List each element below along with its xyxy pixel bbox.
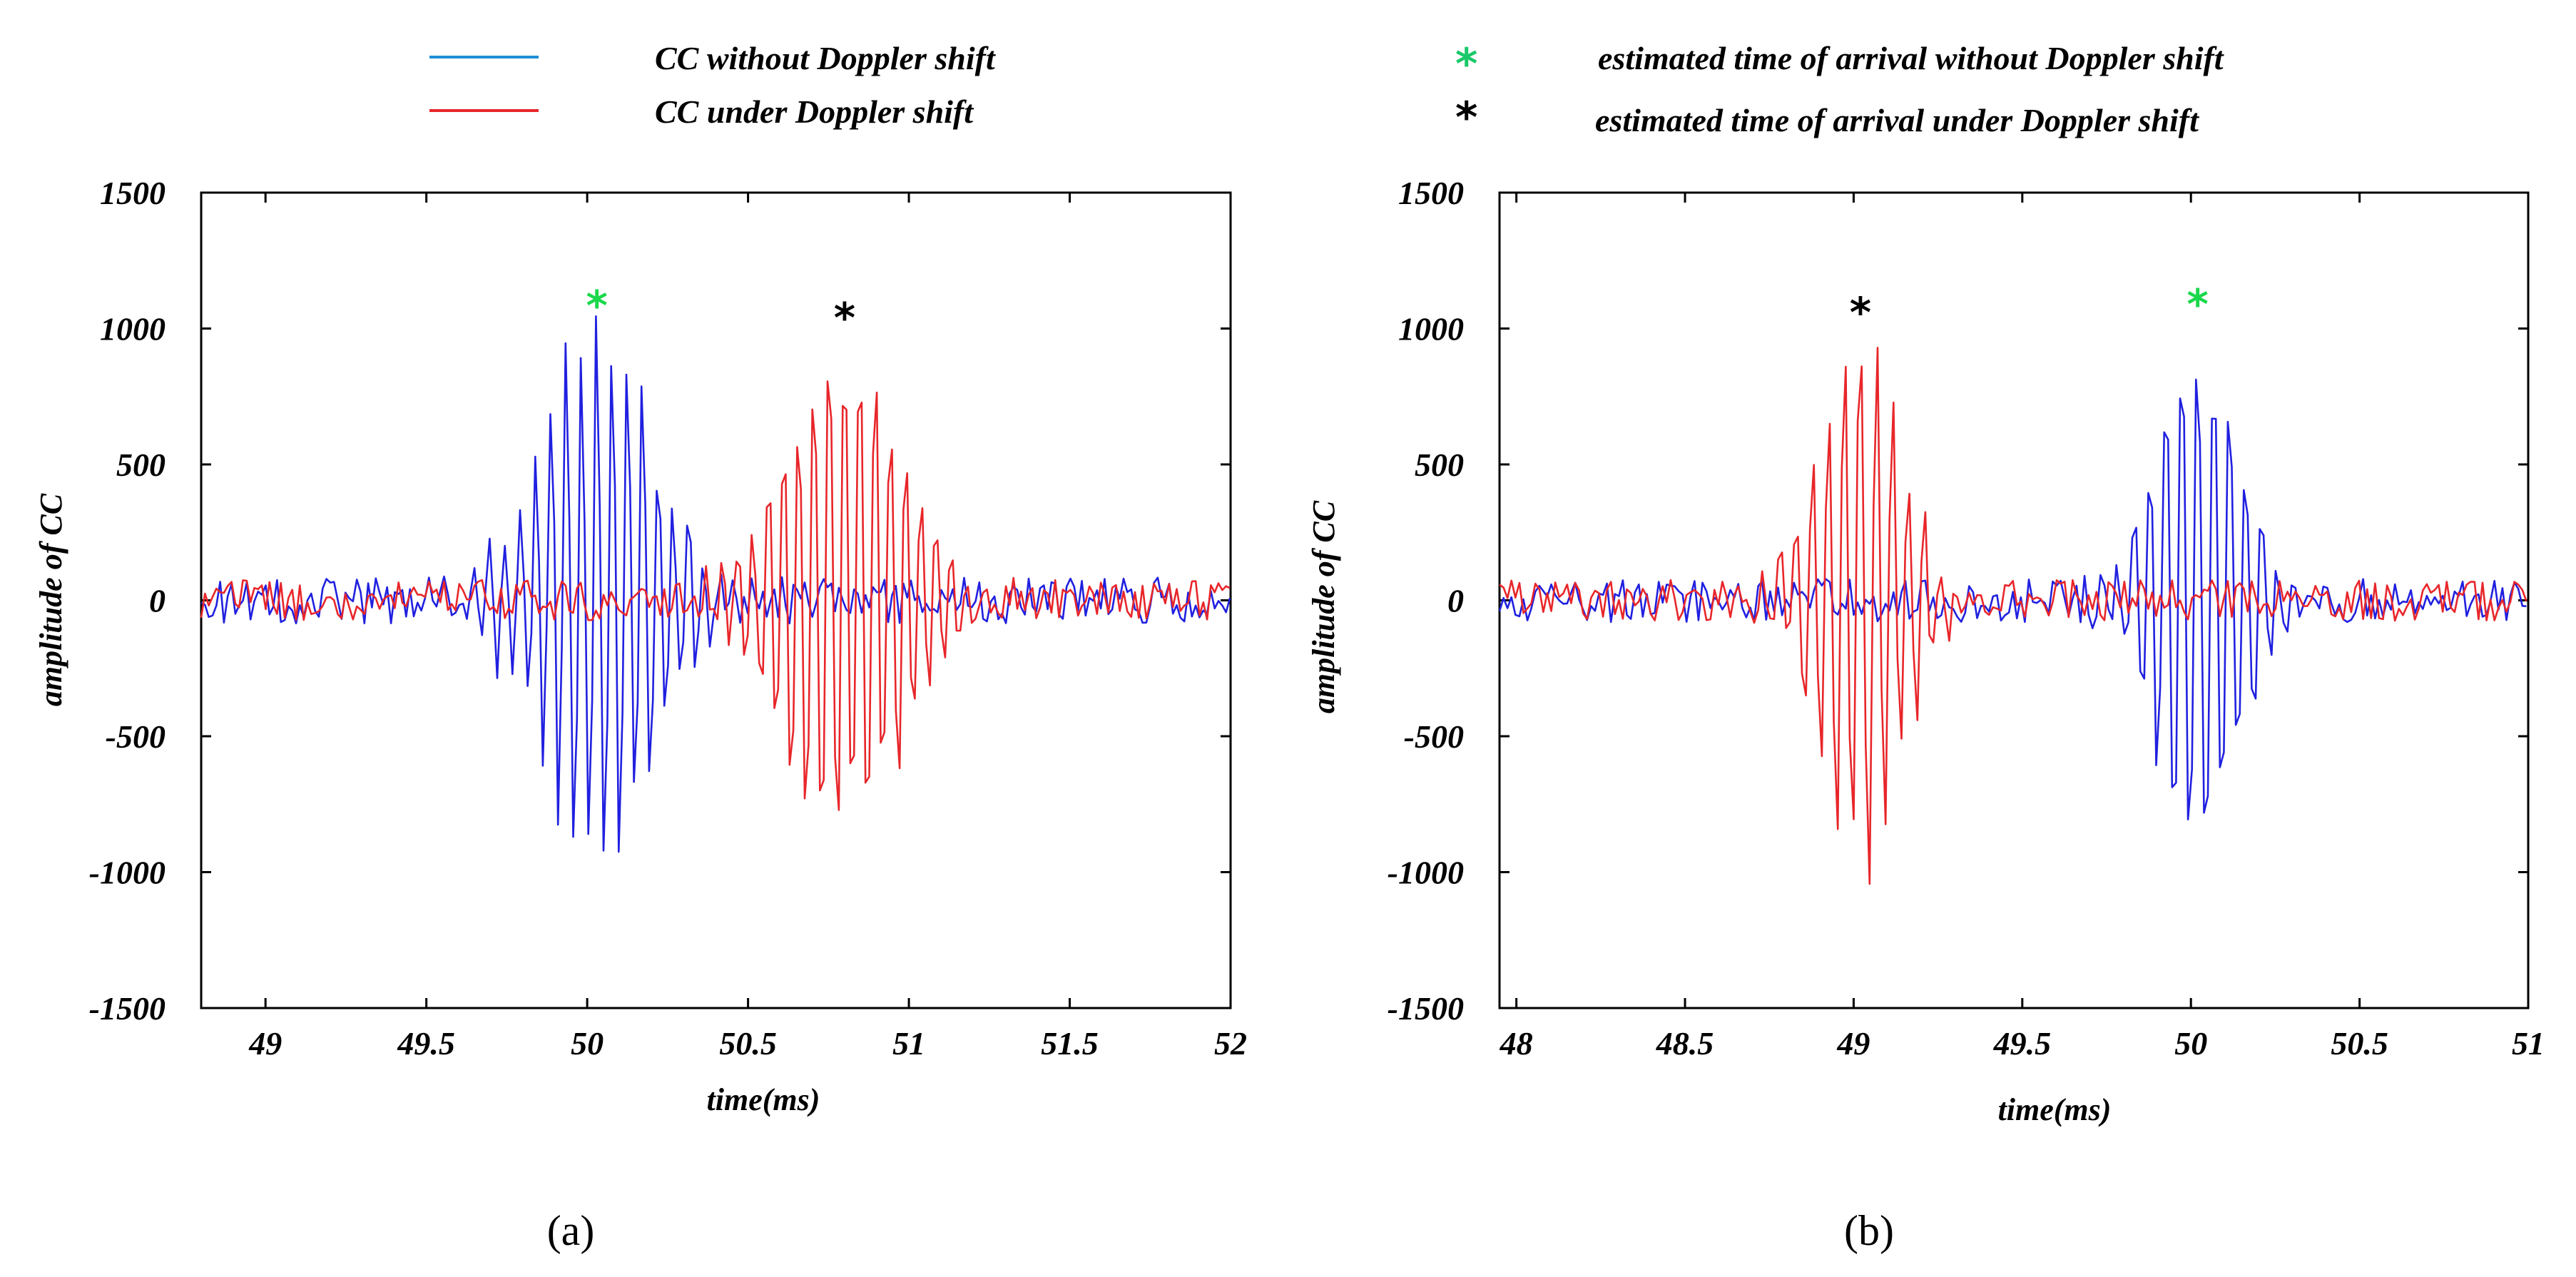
y-tick-label: 500 <box>116 447 166 483</box>
y-tick-label: -1000 <box>1388 855 1464 891</box>
legend-star-toa-without: * <box>1455 39 1477 89</box>
y-axis-label: amplitude of CC <box>34 493 68 706</box>
series-line-cc-under-doppler <box>200 380 1231 811</box>
panel-caption: (b) <box>1844 1207 1894 1254</box>
marker-layer: ** <box>1850 280 2209 337</box>
x-tick-label: 48.5 <box>1656 1025 1714 1062</box>
x-tick-label: 50.5 <box>2331 1025 2388 1062</box>
y-tick-label: -500 <box>1404 718 1464 755</box>
legend-label-cc-under: CC under Doppler shift <box>655 93 974 130</box>
y-axis-ticks: 1500 1000 500 0 -500 -1000 -1500 <box>1388 175 2528 1027</box>
x-axis-ticks: 48 48.5 49 49.5 50 50.5 51 <box>1500 193 2545 1062</box>
x-tick-label: 50 <box>2174 1025 2207 1062</box>
y-tick-label: 0 <box>1447 583 1464 619</box>
x-tick-label: 49.5 <box>397 1025 455 1062</box>
y-tick-label: -1500 <box>89 990 166 1027</box>
series-line-cc-under-doppler <box>1499 347 2527 885</box>
x-tick-label: 50 <box>571 1025 604 1062</box>
y-tick-label: 500 <box>1415 447 1464 483</box>
y-tick-label: 1500 <box>1398 175 1464 211</box>
y-tick-label: 1000 <box>1398 311 1464 347</box>
x-tick-label: 50.5 <box>719 1025 777 1062</box>
x-tick-label: 52 <box>1214 1025 1247 1062</box>
toa-marker-under-doppler: * <box>1850 288 1871 337</box>
panel-caption: (a) <box>547 1207 595 1254</box>
x-tick-label: 51 <box>892 1025 925 1062</box>
y-tick-label: -1500 <box>1388 990 1464 1027</box>
chart-panel-a: 1500 1000 500 0 -500 -1000 -1500 49 49.5 50 50.5 5… <box>34 175 1247 1254</box>
x-tick-label: 49.5 <box>1993 1025 2052 1062</box>
chart-panel-b: 1500 1000 500 0 -500 -1000 -1500 48 48.5 49 49.5 5… <box>1306 175 2545 1254</box>
x-tick-label: 51.5 <box>1041 1025 1099 1062</box>
x-tick-label: 48 <box>1500 1025 1533 1062</box>
x-axis-label: time(ms) <box>1998 1092 2112 1127</box>
y-axis-ticks: 1500 1000 500 0 -500 -1000 -1500 <box>89 175 1231 1027</box>
toa-marker-under-doppler: * <box>834 294 855 342</box>
legend: CC without Doppler shift CC under Dopple… <box>429 39 2224 143</box>
x-tick-label: 51 <box>2512 1025 2545 1062</box>
legend-label-cc-without: CC without Doppler shift <box>655 40 996 76</box>
x-axis-label: time(ms) <box>707 1082 820 1117</box>
toa-marker-without-doppler: * <box>586 281 607 330</box>
x-tick-label: 49 <box>248 1025 282 1062</box>
y-tick-label: 0 <box>149 583 166 619</box>
series-line-cc-without-doppler <box>1498 378 2527 820</box>
y-tick-label: -500 <box>106 718 166 755</box>
marker-layer: ** <box>586 281 855 342</box>
y-tick-label: 1000 <box>100 311 166 347</box>
y-axis-label: amplitude of CC <box>1306 500 1341 713</box>
series-layer <box>1498 347 2527 885</box>
x-tick-label: 49 <box>1836 1025 1870 1062</box>
legend-star-toa-under: * <box>1455 93 1477 143</box>
legend-label-toa-without: estimated time of arrival without Dopple… <box>1598 40 2224 76</box>
y-tick-label: 1500 <box>100 175 166 211</box>
toa-marker-without-doppler: * <box>2186 280 2208 329</box>
legend-label-toa-under: estimated time of arrival under Doppler … <box>1595 102 2199 138</box>
y-tick-label: -1000 <box>89 855 166 891</box>
series-line-cc-without-doppler <box>200 315 1231 853</box>
x-axis-ticks: 49 49.5 50 50.5 51 51.5 52 <box>248 193 1247 1062</box>
series-layer <box>200 315 1231 853</box>
